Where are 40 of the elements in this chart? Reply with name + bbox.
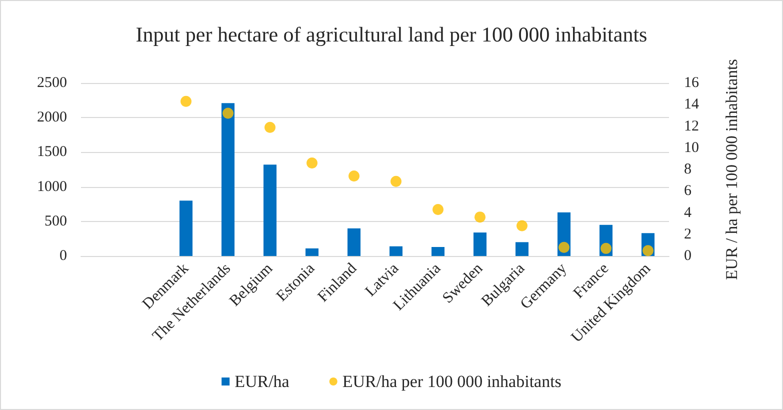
y-tick-label: 1000 bbox=[37, 178, 67, 195]
y2-tick-label: 10 bbox=[684, 140, 699, 156]
point bbox=[516, 220, 528, 232]
legend-label: EUR/ha bbox=[234, 372, 290, 391]
y2-tick-label: 8 bbox=[684, 162, 692, 178]
y2-axis-title: EUR / ha per 100 000 inhabitants bbox=[722, 59, 741, 280]
y2-tick-label: 2 bbox=[684, 226, 692, 242]
bar bbox=[305, 248, 319, 256]
y2-tick-label: 0 bbox=[684, 248, 692, 264]
y2-tick-label: 14 bbox=[684, 96, 700, 113]
bar bbox=[515, 242, 529, 256]
bar bbox=[431, 247, 445, 256]
y-tick-label: 2000 bbox=[37, 110, 67, 126]
y2-tick-label: 12 bbox=[684, 118, 699, 134]
bar bbox=[473, 232, 487, 256]
legend-label: EUR/ha per 100 000 inhabitants bbox=[342, 372, 562, 391]
point bbox=[306, 158, 318, 169]
bar bbox=[389, 246, 403, 256]
bar bbox=[179, 200, 193, 256]
point bbox=[474, 212, 486, 223]
y-tick-label: 2500 bbox=[37, 75, 67, 91]
chart-title: Input per hectare of agricultural land per 100 000 inhabitants bbox=[136, 22, 648, 46]
bar bbox=[221, 103, 235, 256]
point bbox=[348, 170, 360, 182]
point bbox=[180, 96, 192, 107]
point bbox=[432, 204, 444, 216]
point bbox=[390, 176, 402, 187]
bar bbox=[347, 228, 361, 256]
y-tick-label: 500 bbox=[44, 213, 67, 230]
y2-tick-label: 4 bbox=[684, 204, 692, 221]
point bbox=[264, 122, 276, 133]
y2-tick-label: 16 bbox=[684, 75, 700, 91]
point bbox=[642, 245, 654, 256]
y2-tick-label: 6 bbox=[684, 183, 692, 200]
bar bbox=[263, 164, 277, 256]
y-tick-label: 0 bbox=[60, 248, 67, 264]
point bbox=[222, 108, 234, 119]
point bbox=[558, 242, 570, 253]
y-tick-label: 1500 bbox=[37, 144, 67, 160]
point bbox=[600, 242, 612, 254]
